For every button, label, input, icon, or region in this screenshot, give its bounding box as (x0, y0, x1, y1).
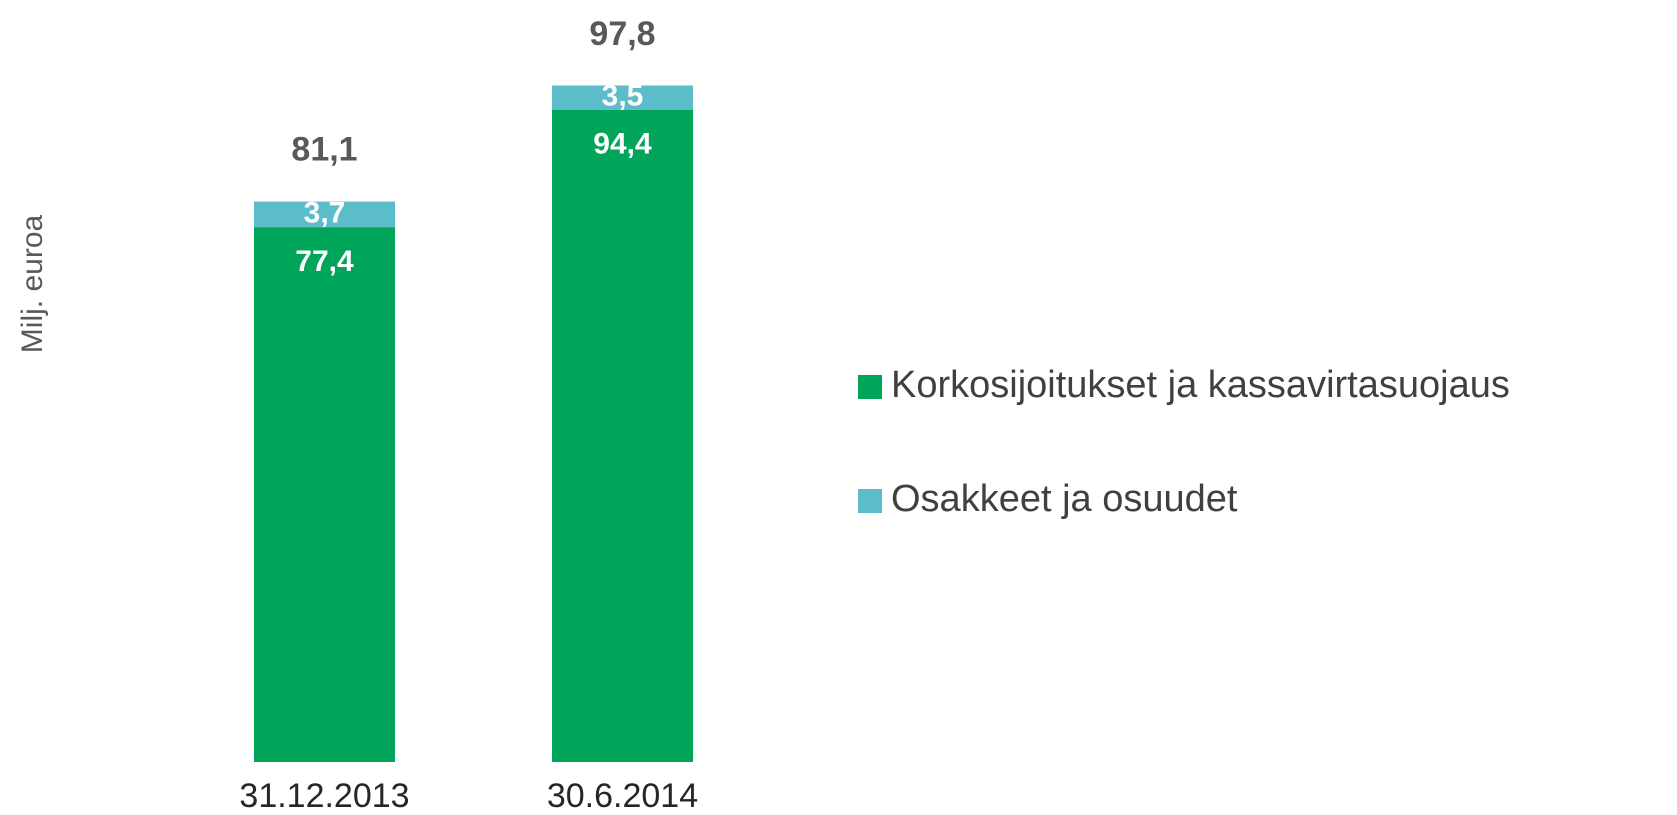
bar-segment (552, 109, 693, 763)
bar-segment (254, 201, 395, 228)
legend-label: Osakkeet ja osuudet (891, 478, 1238, 520)
total-label: 81,1 (291, 131, 357, 169)
y-axis-label: Milj. euroa (16, 214, 49, 353)
legend-swatch (858, 489, 882, 513)
bar-segment (552, 85, 693, 110)
legend-swatch (858, 375, 882, 399)
total-label: 97,8 (589, 15, 655, 53)
data-label: 3,5 (602, 80, 644, 113)
bar-segment (254, 227, 395, 762)
legend-label: Korkosijoitukset ja kassavirtasuojaus (891, 364, 1510, 406)
data-label: 94,4 (593, 128, 652, 161)
data-label: 77,4 (295, 245, 354, 278)
x-tick-label: 30.6.2014 (547, 777, 698, 815)
x-tick-label: 31.12.2013 (239, 777, 409, 815)
data-label: 3,7 (304, 196, 346, 229)
